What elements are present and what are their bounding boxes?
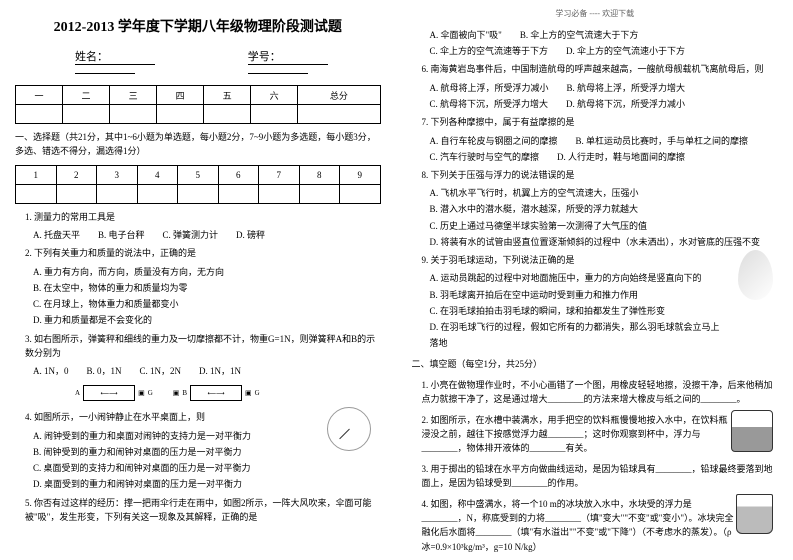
spring-figure: A⟵⟶▣G ▣B⟵⟶▣G — [15, 385, 381, 401]
cup-figure — [731, 410, 773, 452]
name-label: 姓名： — [75, 48, 155, 65]
f1: 1. 小亮在做物理作业时，不小心画错了一个图，用橡皮轻轻地擦，没擦干净，后来他稍… — [422, 378, 779, 407]
q8: 8. 下列关于压强与浮力的说法错误的是 — [422, 168, 779, 182]
q9: 9. 关于羽毛球运动，下列说法正确的是 — [422, 253, 739, 267]
bucket-figure — [736, 494, 773, 534]
q1: 1. 测量力的常用工具是 — [25, 210, 381, 224]
f2: 2. 如图所示，在水槽中装满水，用手把空的饮料瓶慢慢地按入水中，在饮料瓶浸没之前… — [422, 413, 732, 456]
answer-table: 123456789 — [15, 165, 381, 204]
score-table: 一二三四五六总分 — [15, 85, 381, 124]
q6: 6. 南海黄岩岛事件后，中国制造航母的呼声越来越高，一艘航母舰载机飞离航母后，则 — [422, 62, 779, 76]
id-label: 学号： — [248, 48, 328, 65]
section2-label: 二、填空题（每空1分，共25分） — [412, 357, 779, 371]
feather-figure — [738, 250, 773, 300]
f4: 4. 如图，称中盛满水，将一个10 m的冰块放入水中，水块受的浮力是______… — [422, 497, 737, 555]
q5: 5. 你否有过这样的经历：撑一把雨伞行走在雨中，如图2所示，一阵大风吹来，伞面可… — [25, 496, 381, 525]
page-header: 学习必备 ---- 欢迎下载 — [412, 8, 779, 19]
student-info: 姓名： 学号： — [75, 48, 381, 77]
q7: 7. 下列各种摩擦中，属于有益摩擦的是 — [422, 115, 779, 129]
q4: 4. 如图所示，一小闹钟静止在水平桌面上，则 — [25, 410, 327, 424]
f3: 3. 用于掷出的铅球在水平方向做曲线运动，是因为铅球具有________，铅球最… — [422, 462, 779, 491]
q3: 3. 如右图所示，弹簧秤和细线的重力及一切摩擦都不计，物重G=1N，则弹簧秤A和… — [25, 332, 381, 361]
exam-title: 2012-2013 学年度下学期八年级物理阶段测试题 — [15, 16, 381, 36]
clock-figure — [327, 407, 371, 451]
q2: 2. 下列有关重力和质量的说法中，正确的是 — [25, 246, 381, 260]
section1-label: 一、选择题（共21分，其中1~6小题为单选题，每小题2分，7~9小题为多选题，每… — [15, 130, 381, 159]
